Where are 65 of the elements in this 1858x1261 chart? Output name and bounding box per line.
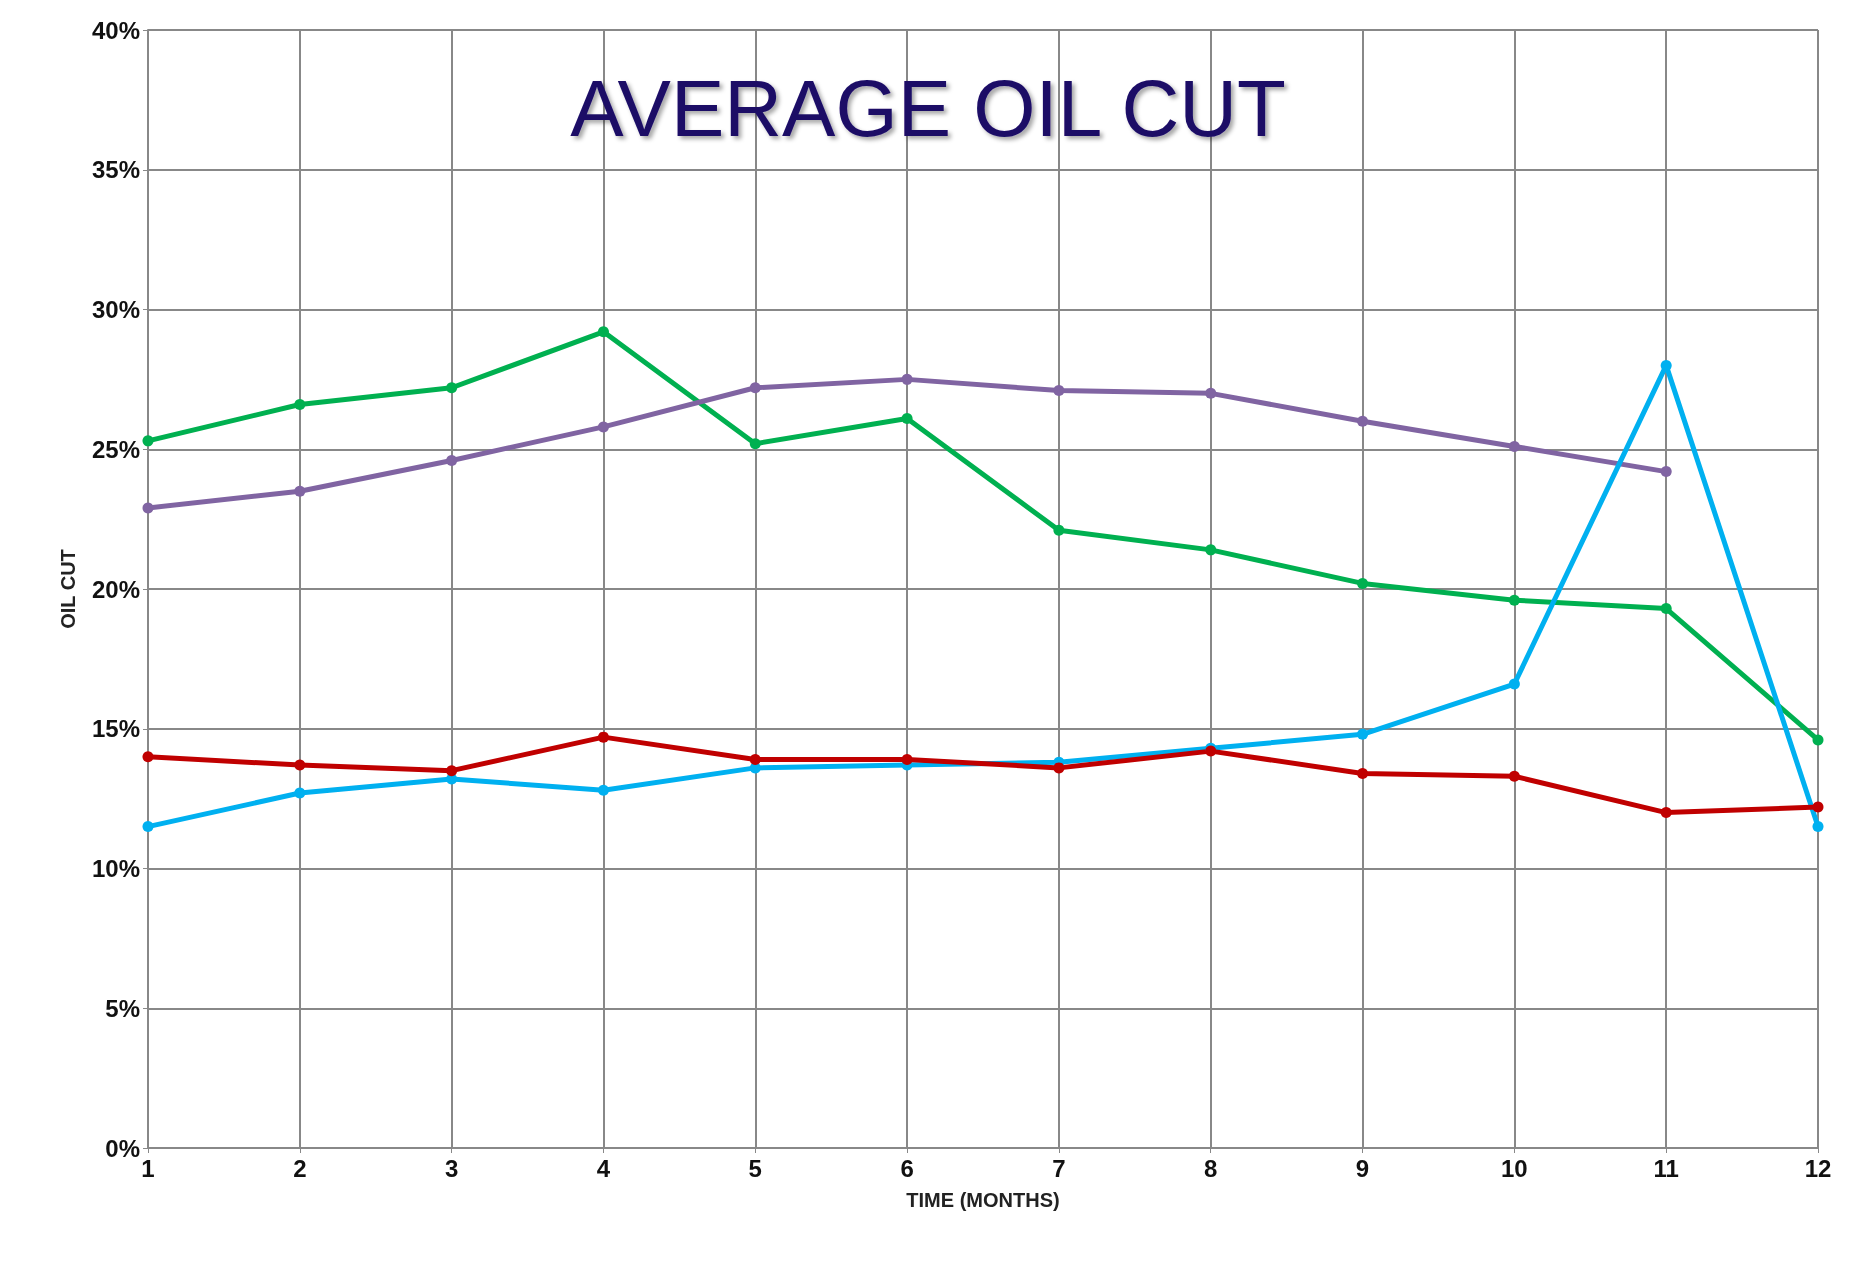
point <box>597 784 609 796</box>
point <box>1508 440 1520 452</box>
y-tick-label: 40% <box>91 16 140 44</box>
y-tick-label: 15% <box>91 715 140 743</box>
y-tick-label: 20% <box>91 575 140 603</box>
point <box>142 751 154 763</box>
point <box>446 454 458 466</box>
point <box>1357 415 1369 427</box>
y-axis-title: OIL CUT <box>57 549 79 629</box>
point <box>749 438 761 450</box>
point <box>597 731 609 743</box>
point <box>294 787 306 799</box>
point <box>294 485 306 497</box>
y-tick-label: 10% <box>91 855 140 882</box>
point <box>749 754 761 765</box>
point <box>597 421 609 433</box>
chart-title: AVERAGE OIL CUT <box>570 63 1286 153</box>
point <box>1660 466 1672 478</box>
point <box>294 759 306 771</box>
x-tick-label: 7 <box>1052 1154 1066 1182</box>
point <box>1053 762 1065 774</box>
point <box>1357 728 1369 740</box>
y-tick-label: 25% <box>91 435 140 463</box>
x-tick-label: 6 <box>900 1154 914 1182</box>
point <box>446 765 458 777</box>
point <box>1508 678 1520 690</box>
x-tick-label: 12 <box>1804 1154 1832 1182</box>
y-tick-label: 30% <box>91 296 140 323</box>
point <box>142 502 154 514</box>
point <box>142 821 154 833</box>
y-tick-label: 5% <box>105 994 140 1022</box>
x-tick-label: 2 <box>293 1154 307 1182</box>
point <box>1508 770 1520 782</box>
point <box>749 382 761 394</box>
point <box>901 754 913 765</box>
x-tick-label: 8 <box>1204 1154 1218 1182</box>
point <box>901 373 913 385</box>
point <box>1812 734 1824 746</box>
x-tick-label: 10 <box>1501 1154 1528 1182</box>
x-axis-title: TIME (MONTHS) <box>906 1189 1060 1211</box>
point <box>1205 387 1217 399</box>
point <box>1357 767 1369 779</box>
x-tick-label: 1 <box>141 1154 155 1182</box>
point <box>1053 385 1065 397</box>
point <box>1812 821 1824 833</box>
point <box>1205 544 1217 556</box>
x-tick-label: 11 <box>1653 1154 1679 1182</box>
x-tick-label: 9 <box>1355 1154 1370 1182</box>
point <box>294 399 306 411</box>
point <box>901 413 913 424</box>
point <box>1508 594 1520 606</box>
point <box>1357 577 1369 589</box>
point <box>1660 359 1672 371</box>
point <box>1053 524 1065 536</box>
point <box>597 326 609 338</box>
y-tick-label: 35% <box>91 156 140 184</box>
x-tick-label: 3 <box>444 1154 459 1182</box>
x-tick-label: 4 <box>596 1154 611 1182</box>
point <box>1660 603 1672 615</box>
x-tick-label: 5 <box>748 1154 762 1182</box>
point <box>1812 801 1824 813</box>
point <box>142 435 154 447</box>
point <box>1660 807 1672 819</box>
point <box>446 382 458 394</box>
y-tick-label: 0% <box>105 1134 140 1162</box>
